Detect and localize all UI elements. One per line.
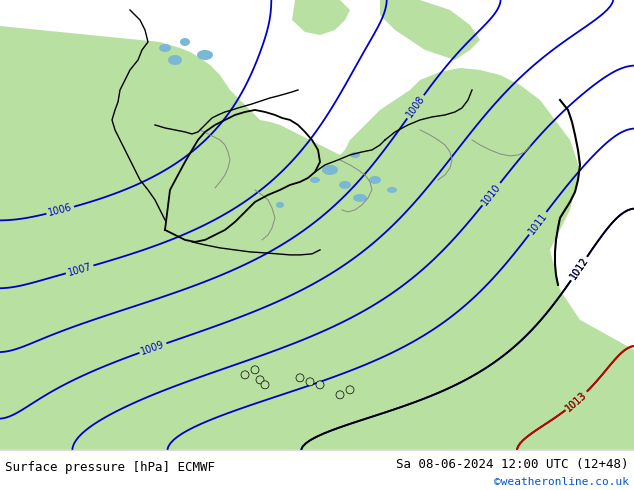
Circle shape [256, 376, 264, 384]
Ellipse shape [339, 181, 351, 189]
Text: 1013: 1013 [564, 390, 589, 413]
Text: ©weatheronline.co.uk: ©weatheronline.co.uk [494, 477, 629, 487]
Polygon shape [380, 0, 480, 60]
Ellipse shape [159, 44, 171, 52]
Circle shape [346, 386, 354, 394]
Ellipse shape [322, 165, 338, 175]
Circle shape [336, 391, 344, 399]
Circle shape [316, 381, 324, 389]
Ellipse shape [387, 187, 397, 193]
Ellipse shape [353, 194, 367, 202]
Text: 1012: 1012 [568, 256, 590, 282]
Text: 1007: 1007 [67, 261, 93, 278]
Circle shape [296, 374, 304, 382]
Text: 1006: 1006 [47, 202, 74, 218]
Circle shape [251, 366, 259, 374]
Polygon shape [0, 26, 634, 450]
Text: Surface pressure [hPa] ECMWF: Surface pressure [hPa] ECMWF [5, 462, 215, 474]
Text: 1008: 1008 [404, 94, 427, 120]
Ellipse shape [310, 177, 320, 183]
Polygon shape [292, 0, 350, 35]
Circle shape [261, 381, 269, 389]
Ellipse shape [197, 50, 213, 60]
Circle shape [241, 371, 249, 379]
Ellipse shape [350, 152, 360, 158]
Text: 1013: 1013 [564, 390, 589, 413]
Ellipse shape [180, 38, 190, 46]
Ellipse shape [168, 55, 182, 65]
Ellipse shape [276, 202, 284, 208]
Circle shape [306, 378, 314, 386]
Ellipse shape [369, 176, 381, 184]
Text: 1011: 1011 [526, 211, 549, 236]
Text: 1009: 1009 [139, 339, 166, 357]
Text: 1010: 1010 [480, 181, 503, 207]
Text: 1012: 1012 [568, 256, 590, 282]
Text: Sa 08-06-2024 12:00 UTC (12+48): Sa 08-06-2024 12:00 UTC (12+48) [396, 458, 629, 471]
